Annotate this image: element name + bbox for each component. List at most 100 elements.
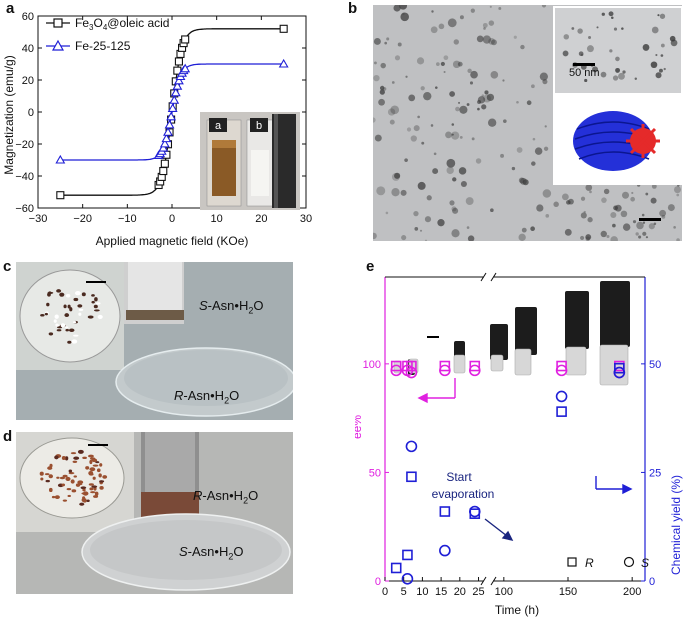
nanoparticle-cluster (653, 222, 657, 226)
x-tick-label-a: −20 (73, 213, 92, 225)
nanoparticle-cluster (618, 72, 625, 80)
nanoparticle-cluster (518, 233, 526, 241)
data-point-circle (401, 573, 414, 585)
nanoparticle-cluster (580, 53, 584, 57)
crystal (93, 309, 100, 312)
data-point-triangle (55, 154, 66, 164)
panel-label-d: d (3, 428, 13, 445)
y-tick-label-right: 50 (649, 359, 661, 371)
nanoparticle-cluster (417, 115, 420, 119)
nanoparticle-cluster (621, 191, 630, 199)
data-point-triangle (164, 119, 175, 129)
data-point-triangle (161, 133, 172, 143)
crystal (71, 489, 77, 493)
nanoparticle-cluster (606, 235, 610, 239)
nanoparticle-cluster (670, 39, 678, 47)
crystal (73, 297, 79, 302)
tem-inset-bottom (553, 93, 682, 185)
nanoparticle-cluster (410, 135, 417, 142)
nanoparticle-cluster (588, 36, 592, 40)
nanoparticle-cluster (440, 61, 445, 67)
axis-break-mark (490, 272, 497, 282)
nanoparticle-cluster (642, 221, 646, 224)
crystal (93, 304, 98, 309)
inset-tag-b: b (256, 120, 262, 132)
nanoparticle-cluster (663, 67, 666, 71)
legend-series-1: Fe3O4@oleic acid (75, 16, 169, 32)
crystal (64, 313, 70, 318)
crystal (65, 476, 71, 481)
data-point-triangle (159, 138, 170, 148)
nanoparticle-cluster (580, 235, 585, 240)
y-tick-label-a: 60 (22, 11, 34, 23)
crystal (91, 294, 95, 297)
data-point-triangle (173, 75, 184, 85)
crystal (44, 473, 50, 476)
crystal (54, 314, 59, 319)
legend-R-marker (567, 557, 577, 567)
nanoparticle-cluster (613, 27, 618, 31)
nanoparticle-cluster (544, 125, 547, 128)
nanoparticle-cluster (408, 94, 416, 102)
nanoparticle-cluster (385, 211, 389, 215)
nanoparticle-cluster (651, 26, 659, 34)
crystallization-photo-c (16, 262, 293, 420)
crystal (53, 319, 57, 323)
y-tick-label-a: −60 (15, 203, 34, 215)
panel-label-e: e (366, 258, 375, 275)
nanoparticle-cluster (571, 27, 575, 30)
data-point-square (469, 360, 481, 372)
nanoparticle-cluster (373, 61, 377, 65)
crystal (62, 499, 68, 502)
nanoparticle-cluster (489, 5, 492, 8)
data-point-triangle (278, 58, 289, 68)
series-line-2 (60, 63, 284, 161)
nanoparticle-cluster (601, 197, 607, 203)
nanoparticle-cluster (453, 39, 459, 45)
crystallization-photo-d (16, 432, 293, 594)
x-axis-label-e: Time (h) (495, 603, 539, 617)
legend-S-marker (623, 556, 635, 568)
nanoparticle-cluster (642, 231, 647, 236)
nanoparticle-cluster (521, 227, 527, 233)
x-tick-label-a: 20 (255, 213, 267, 225)
nanoparticle-cluster (477, 96, 486, 104)
nanoparticle-cluster (585, 184, 593, 191)
nanoparticle-cluster (449, 200, 455, 206)
nanoparticle-cluster (486, 93, 495, 102)
crystal (60, 323, 66, 328)
nanoparticle-cluster (379, 89, 385, 95)
nanoparticle-cluster (660, 43, 665, 48)
nanoparticle-cluster (483, 27, 486, 30)
nanoparticle-cluster (400, 189, 407, 196)
data-point-circle (439, 364, 451, 377)
nanoparticle-cluster (447, 18, 457, 28)
crystal (94, 297, 98, 302)
nanoparticle-cluster (586, 45, 594, 53)
nanoparticle-cluster (384, 41, 388, 45)
nanoparticle-cluster (452, 60, 461, 69)
crystal (78, 308, 84, 311)
nanoparticle-cluster (470, 70, 478, 79)
nanoparticle-cluster (600, 71, 607, 78)
light-crystal-image (453, 354, 466, 374)
nanoparticle-cluster (585, 236, 591, 241)
nanoparticle-cluster (394, 55, 401, 61)
crystal (89, 491, 96, 494)
nanoparticle-cluster (459, 15, 464, 20)
nanoparticle-cluster (634, 77, 638, 80)
nanoparticle-cluster (470, 8, 475, 13)
y-axis-label-a: Magnetization (emu/g) (2, 55, 16, 174)
crystal (65, 328, 69, 332)
dark-crystal-image (565, 291, 589, 349)
nanoparticle-cluster (424, 216, 432, 223)
x-tick-label-e: 150 (559, 586, 577, 598)
nanoparticle-cluster (374, 134, 382, 142)
crystal (44, 312, 48, 316)
dark-crystal-image (490, 324, 508, 360)
y-tick-label-left: 0 (375, 576, 381, 588)
nanoparticle-cluster (481, 104, 487, 110)
nanoparticle-cluster (659, 68, 663, 73)
nanoparticle-cluster (445, 131, 452, 139)
nanoparticle-cluster (661, 215, 666, 219)
